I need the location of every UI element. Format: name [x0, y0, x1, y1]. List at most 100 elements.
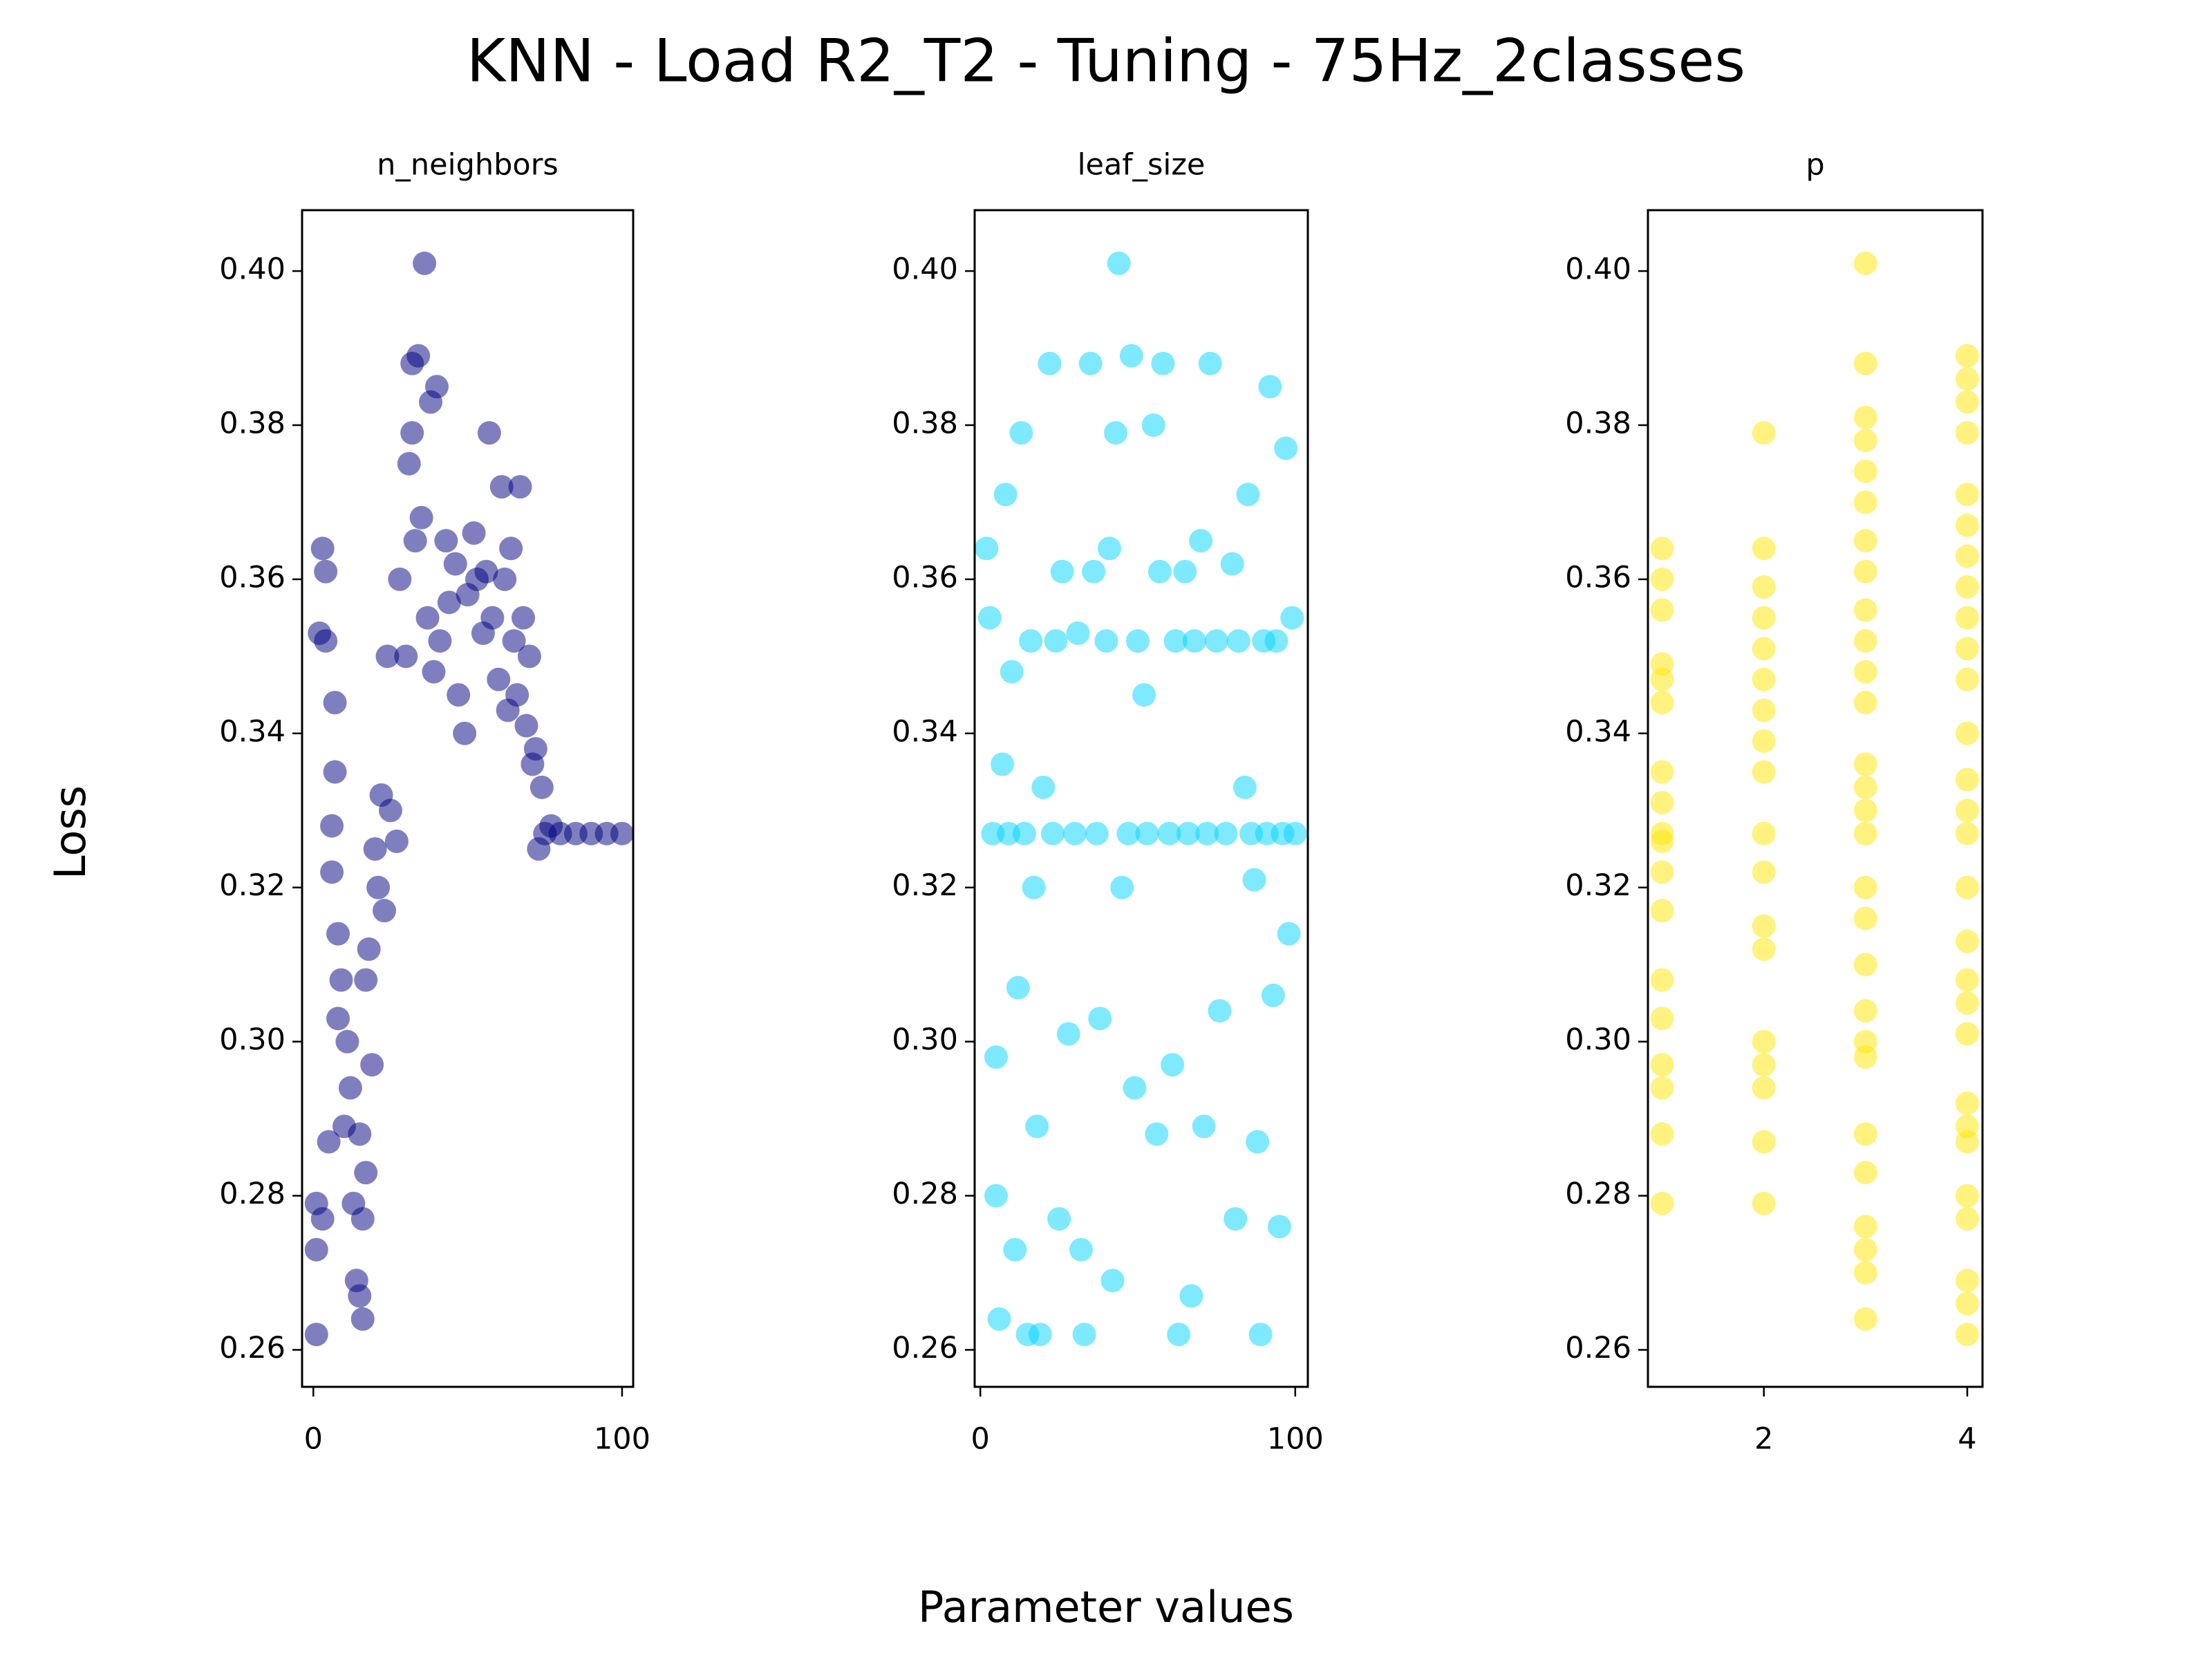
- point: [1650, 821, 1674, 846]
- point: [1650, 1053, 1674, 1077]
- y-tick-label: 0.38: [219, 406, 285, 440]
- point: [1955, 1323, 1979, 1347]
- point: [1955, 721, 1979, 745]
- y-axis-label: Loss: [45, 785, 95, 879]
- point: [984, 1045, 1008, 1069]
- point: [1955, 544, 1979, 568]
- point: [1853, 953, 1877, 977]
- point: [1752, 821, 1776, 846]
- point: [1040, 821, 1065, 846]
- point: [1056, 1022, 1080, 1046]
- point: [1955, 1207, 1979, 1231]
- point: [348, 1122, 372, 1146]
- point: [1955, 968, 1979, 992]
- point: [323, 760, 347, 784]
- y-tick-label: 0.30: [1565, 1023, 1631, 1057]
- y-tick-label: 0.34: [219, 714, 285, 749]
- point: [1246, 1130, 1270, 1154]
- point: [1267, 1215, 1291, 1239]
- point: [1019, 629, 1043, 653]
- point: [489, 475, 514, 499]
- point: [354, 968, 378, 992]
- point: [1236, 483, 1260, 507]
- point: [1853, 906, 1877, 931]
- y-tick-label: 0.36: [219, 560, 285, 595]
- point: [1650, 860, 1674, 884]
- y-tick-label: 0.32: [1565, 868, 1631, 903]
- subplot-title: leaf_size: [1078, 148, 1206, 183]
- x-tick-label: 0: [304, 1422, 323, 1457]
- point: [1752, 536, 1776, 561]
- point: [1116, 821, 1141, 846]
- point: [1853, 799, 1877, 823]
- point: [1955, 1184, 1979, 1208]
- point: [1853, 559, 1877, 583]
- point: [1752, 1076, 1776, 1100]
- point: [1069, 1238, 1093, 1262]
- point: [1955, 929, 1979, 953]
- point: [1012, 821, 1036, 846]
- point: [1955, 767, 1979, 792]
- point: [1280, 606, 1304, 630]
- point: [394, 644, 418, 669]
- point: [1650, 1122, 1674, 1146]
- point: [512, 606, 536, 630]
- point: [1955, 667, 1979, 691]
- point: [1955, 1091, 1979, 1115]
- point: [1097, 536, 1121, 561]
- point: [1650, 691, 1674, 715]
- point: [984, 1184, 1008, 1208]
- point: [487, 667, 511, 691]
- point: [338, 1076, 362, 1100]
- point: [1062, 821, 1087, 846]
- x-tick-label: 4: [1958, 1422, 1976, 1457]
- point: [1094, 629, 1118, 653]
- point: [523, 737, 547, 761]
- point: [1853, 875, 1877, 899]
- y-tick-label: 0.32: [219, 868, 285, 903]
- point: [1261, 983, 1285, 1007]
- point: [434, 529, 458, 553]
- point: [326, 1007, 350, 1031]
- y-tick-label: 0.40: [1565, 252, 1631, 287]
- point: [1226, 629, 1250, 653]
- point: [1752, 606, 1776, 630]
- point: [1006, 975, 1030, 1000]
- point: [320, 814, 344, 838]
- point: [977, 606, 1002, 630]
- point: [1853, 529, 1877, 553]
- point: [1000, 660, 1024, 684]
- point: [1283, 821, 1307, 846]
- point: [413, 251, 437, 275]
- x-axis-label: Parameter values: [918, 1582, 1294, 1632]
- y-tick-label: 0.34: [892, 714, 958, 749]
- point: [610, 821, 634, 846]
- point: [1955, 390, 1979, 414]
- point: [323, 691, 347, 715]
- point: [477, 421, 501, 445]
- point: [1028, 1323, 1052, 1347]
- y-tick-label: 0.38: [1565, 406, 1631, 440]
- point: [1195, 821, 1219, 846]
- x-tick-label: 100: [594, 1422, 650, 1457]
- point: [1022, 875, 1046, 899]
- point: [388, 567, 412, 591]
- point: [1123, 1076, 1147, 1100]
- point: [378, 799, 402, 823]
- point: [1242, 868, 1266, 892]
- point: [1274, 436, 1298, 460]
- point: [462, 521, 486, 545]
- point: [1853, 251, 1877, 275]
- point: [1031, 775, 1056, 799]
- point: [1853, 1161, 1877, 1185]
- y-tick-label: 0.28: [219, 1177, 285, 1211]
- point: [1853, 999, 1877, 1023]
- point: [348, 1284, 372, 1308]
- point: [1853, 629, 1877, 653]
- plot-frame: [301, 209, 635, 1388]
- point: [1650, 567, 1674, 591]
- point: [1066, 621, 1090, 645]
- point: [1853, 1307, 1877, 1331]
- point: [1135, 821, 1159, 846]
- point: [1003, 1238, 1027, 1262]
